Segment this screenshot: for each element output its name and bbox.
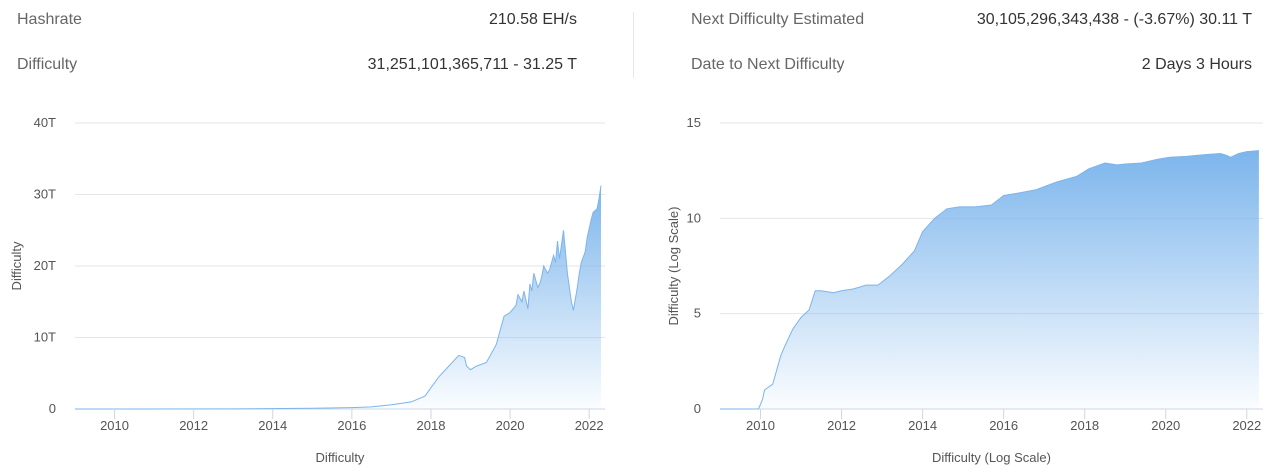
next-difficulty-row: Next Difficulty Estimated 30,105,296,343… bbox=[691, 11, 1252, 35]
x-tick-label: 2010 bbox=[746, 418, 775, 433]
y-tick-label: 5 bbox=[694, 306, 701, 321]
difficulty-chart[interactable]: 0 10T 20T 30T 40T 2010 2012 2014 2016 2018 2020 202… bbox=[0, 100, 640, 475]
date-next-difficulty-label: Date to Next Difficulty bbox=[691, 56, 845, 73]
stats-panel-left: Hashrate 210.58 EH/s Difficulty 31,251,1… bbox=[17, 0, 577, 92]
difficulty-area bbox=[75, 185, 601, 409]
x-tick-label: 2022 bbox=[1232, 418, 1261, 433]
x-tick-label: 2016 bbox=[337, 418, 366, 433]
x-tick-label: 2018 bbox=[1070, 418, 1099, 433]
x-axis-title: Difficulty bbox=[316, 450, 365, 465]
hashrate-label: Hashrate bbox=[17, 11, 82, 28]
y-tick-label: 10 bbox=[687, 210, 701, 225]
difficulty-value: 31,251,101,365,711 - 31.25 T bbox=[367, 56, 577, 73]
log-difficulty-line bbox=[720, 150, 1259, 410]
hashrate-value: 210.58 EH/s bbox=[488, 11, 577, 28]
y-tick-label: 30T bbox=[34, 187, 56, 202]
y-tick-label: 0 bbox=[49, 401, 56, 416]
log-difficulty-area bbox=[720, 150, 1259, 409]
stats-divider bbox=[633, 12, 634, 78]
date-next-difficulty-row: Date to Next Difficulty 2 Days 3 Hours bbox=[691, 56, 1252, 80]
date-next-difficulty-value: 2 Days 3 Hours bbox=[1141, 56, 1252, 73]
x-tick-label: 2010 bbox=[100, 418, 129, 433]
next-difficulty-label: Next Difficulty Estimated bbox=[691, 11, 865, 28]
x-tick-label: 2014 bbox=[258, 418, 287, 433]
x-tick-label: 2014 bbox=[908, 418, 937, 433]
hashrate-row: Hashrate 210.58 EH/s bbox=[17, 11, 577, 35]
y-axis-title: Difficulty (Log Scale) bbox=[666, 207, 681, 326]
x-axis-title: Difficulty (Log Scale) bbox=[932, 450, 1051, 465]
y-axis-title: Difficulty bbox=[9, 241, 24, 290]
y-tick-label: 20T bbox=[34, 258, 56, 273]
y-tick-label: 0 bbox=[694, 401, 701, 416]
difficulty-label: Difficulty bbox=[17, 56, 78, 73]
x-tick-label: 2012 bbox=[179, 418, 208, 433]
difficulty-log-chart[interactable]: 0 5 10 15 2010 2012 2014 2016 2018 2020 2022 Diffic… bbox=[640, 100, 1280, 475]
x-tick-label: 2020 bbox=[1151, 418, 1180, 433]
difficulty-line bbox=[74, 185, 602, 410]
x-tick-label: 2018 bbox=[417, 418, 446, 433]
next-difficulty-value: 30,105,296,343,438 - (-3.67%) 30.11 T bbox=[976, 11, 1252, 28]
y-tick-label: 40T bbox=[34, 115, 56, 130]
x-tick-label: 2012 bbox=[827, 418, 856, 433]
difficulty-row: Difficulty 31,251,101,365,711 - 31.25 T bbox=[17, 56, 577, 80]
stats-panel-right: Next Difficulty Estimated 30,105,296,343… bbox=[691, 0, 1252, 92]
y-tick-label: 15 bbox=[687, 115, 701, 130]
x-tick-label: 2016 bbox=[989, 418, 1018, 433]
y-tick-label: 10T bbox=[34, 330, 56, 345]
x-tick-label: 2020 bbox=[496, 418, 525, 433]
x-tick-label: 2022 bbox=[575, 418, 604, 433]
